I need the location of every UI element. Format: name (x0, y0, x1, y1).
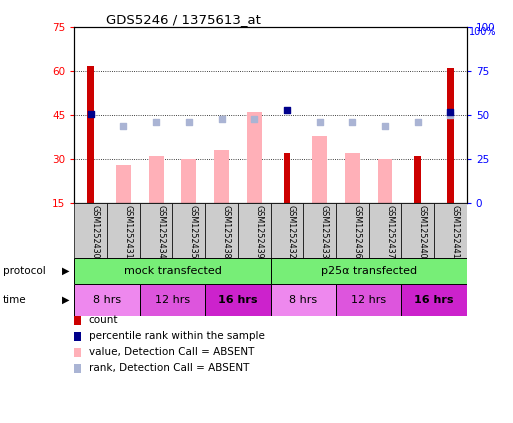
Bar (116, 165, 131, 203)
FancyBboxPatch shape (140, 203, 172, 258)
Text: value, Detection Call = ABSENT: value, Detection Call = ABSENT (89, 347, 254, 357)
Text: time: time (3, 295, 26, 305)
FancyBboxPatch shape (74, 284, 140, 316)
Point (250, 115, 259, 122)
Text: GSM1252430: GSM1252430 (91, 205, 100, 258)
Text: GSM1252438: GSM1252438 (222, 205, 230, 258)
Point (446, 112, 455, 118)
Text: 16 hrs: 16 hrs (218, 295, 258, 305)
Point (152, 119, 160, 126)
Text: GSM1252432: GSM1252432 (287, 205, 296, 258)
Text: GDS5246 / 1375613_at: GDS5246 / 1375613_at (106, 14, 261, 26)
Text: ▶: ▶ (62, 295, 69, 305)
FancyBboxPatch shape (238, 203, 270, 258)
Text: GSM1252431: GSM1252431 (124, 205, 132, 258)
FancyBboxPatch shape (74, 258, 270, 284)
Text: 8 hrs: 8 hrs (289, 295, 318, 305)
Text: p25α transfected: p25α transfected (321, 266, 417, 276)
Text: 12 hrs: 12 hrs (155, 295, 190, 305)
FancyBboxPatch shape (205, 203, 238, 258)
Text: GSM1252435: GSM1252435 (189, 205, 198, 258)
Point (218, 115, 226, 122)
FancyBboxPatch shape (270, 203, 303, 258)
Text: GSM1252433: GSM1252433 (320, 205, 329, 258)
FancyBboxPatch shape (434, 203, 467, 258)
Text: protocol: protocol (3, 266, 45, 276)
Text: count: count (89, 315, 119, 325)
Bar (87, 66, 94, 203)
Point (348, 119, 357, 126)
Point (446, 108, 455, 115)
Text: GSM1252437: GSM1252437 (385, 205, 394, 258)
Bar (247, 113, 262, 203)
Bar (345, 153, 360, 203)
Point (381, 122, 389, 129)
Text: 8 hrs: 8 hrs (93, 295, 121, 305)
FancyBboxPatch shape (270, 258, 467, 284)
FancyBboxPatch shape (205, 284, 270, 316)
Text: GSM1252434: GSM1252434 (156, 205, 165, 258)
Point (120, 122, 128, 129)
Text: ▶: ▶ (62, 266, 69, 276)
FancyBboxPatch shape (172, 203, 205, 258)
FancyBboxPatch shape (303, 203, 336, 258)
Point (185, 119, 193, 126)
FancyBboxPatch shape (369, 203, 401, 258)
Bar (149, 156, 164, 203)
FancyBboxPatch shape (107, 203, 140, 258)
Bar (447, 69, 454, 203)
Text: GSM1252440: GSM1252440 (418, 205, 427, 258)
Text: mock transfected: mock transfected (124, 266, 222, 276)
FancyBboxPatch shape (140, 284, 205, 316)
Bar (378, 159, 392, 203)
Text: GSM1252441: GSM1252441 (450, 205, 460, 258)
FancyBboxPatch shape (270, 284, 336, 316)
FancyBboxPatch shape (336, 203, 369, 258)
FancyBboxPatch shape (401, 203, 434, 258)
Point (87, 110, 95, 117)
Text: rank, Detection Call = ABSENT: rank, Detection Call = ABSENT (89, 363, 249, 374)
FancyBboxPatch shape (401, 284, 467, 316)
Bar (415, 156, 421, 203)
Text: 12 hrs: 12 hrs (351, 295, 386, 305)
Bar (284, 153, 290, 203)
Point (283, 107, 291, 113)
Bar (214, 151, 229, 203)
Bar (182, 159, 196, 203)
Text: percentile rank within the sample: percentile rank within the sample (89, 331, 265, 341)
FancyBboxPatch shape (336, 284, 401, 316)
Text: 100%: 100% (469, 27, 497, 38)
Point (315, 119, 324, 126)
Point (413, 119, 422, 126)
Text: GSM1252439: GSM1252439 (254, 205, 263, 258)
Text: 16 hrs: 16 hrs (415, 295, 454, 305)
Bar (312, 136, 327, 203)
FancyBboxPatch shape (74, 203, 107, 258)
Text: GSM1252436: GSM1252436 (352, 205, 361, 258)
